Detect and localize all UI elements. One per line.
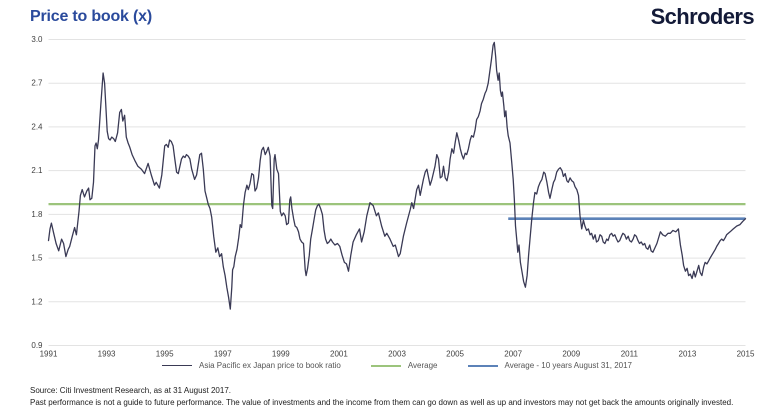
x-tick-label: 2005	[446, 350, 464, 359]
x-tick-label: 2009	[562, 350, 580, 359]
source-text: Source: Citi Investment Research, as at …	[30, 386, 231, 395]
x-tick-label: 2011	[621, 350, 639, 359]
disclaimer-text: Past performance is not a guide to futur…	[30, 398, 734, 407]
x-tick-label: 2003	[388, 350, 406, 359]
legend-label: Average	[407, 361, 438, 370]
x-tick-label: 1995	[156, 350, 174, 359]
legend-line-swatch	[467, 364, 498, 367]
page-title: Price to book (x)	[30, 8, 152, 25]
x-tick-label: 1993	[98, 350, 116, 359]
legend-item-1: Average	[370, 361, 438, 370]
y-tick-label: 1.8	[31, 210, 43, 219]
x-tick-label: 1997	[214, 350, 232, 359]
x-tick-label: 2001	[330, 350, 348, 359]
y-tick-label: 1.2	[31, 297, 43, 306]
x-tick-label: 2015	[737, 350, 755, 359]
x-tick-label: 1999	[272, 350, 290, 359]
legend-item-0: Asia Pacific ex Japan price to book rati…	[161, 361, 341, 370]
chart-legend: Asia Pacific ex Japan price to book rati…	[48, 361, 746, 370]
y-tick-label: 0.9	[31, 341, 43, 350]
legend-label: Asia Pacific ex Japan price to book rati…	[198, 361, 341, 370]
price-to-book-series-line	[47, 41, 747, 310]
x-tick-label: 1991	[40, 350, 58, 359]
chart-footer: Source: Citi Investment Research, as at …	[30, 385, 762, 409]
schroders-logo: Schroders	[650, 4, 755, 29]
y-tick-label: 2.4	[31, 122, 43, 131]
legend-item-2: Average - 10 years August 31, 2017	[467, 361, 633, 370]
legend-label: Average - 10 years August 31, 2017	[504, 361, 633, 370]
y-tick-label: 1.5	[31, 254, 43, 263]
legend-line-swatch	[370, 364, 401, 367]
y-tick-label: 2.7	[31, 79, 43, 88]
x-tick-label: 2007	[504, 350, 522, 359]
legend-line-swatch	[161, 365, 192, 366]
x-tick-label: 2013	[679, 350, 697, 359]
y-tick-label: 3.0	[31, 35, 43, 44]
y-tick-label: 2.1	[31, 166, 43, 175]
